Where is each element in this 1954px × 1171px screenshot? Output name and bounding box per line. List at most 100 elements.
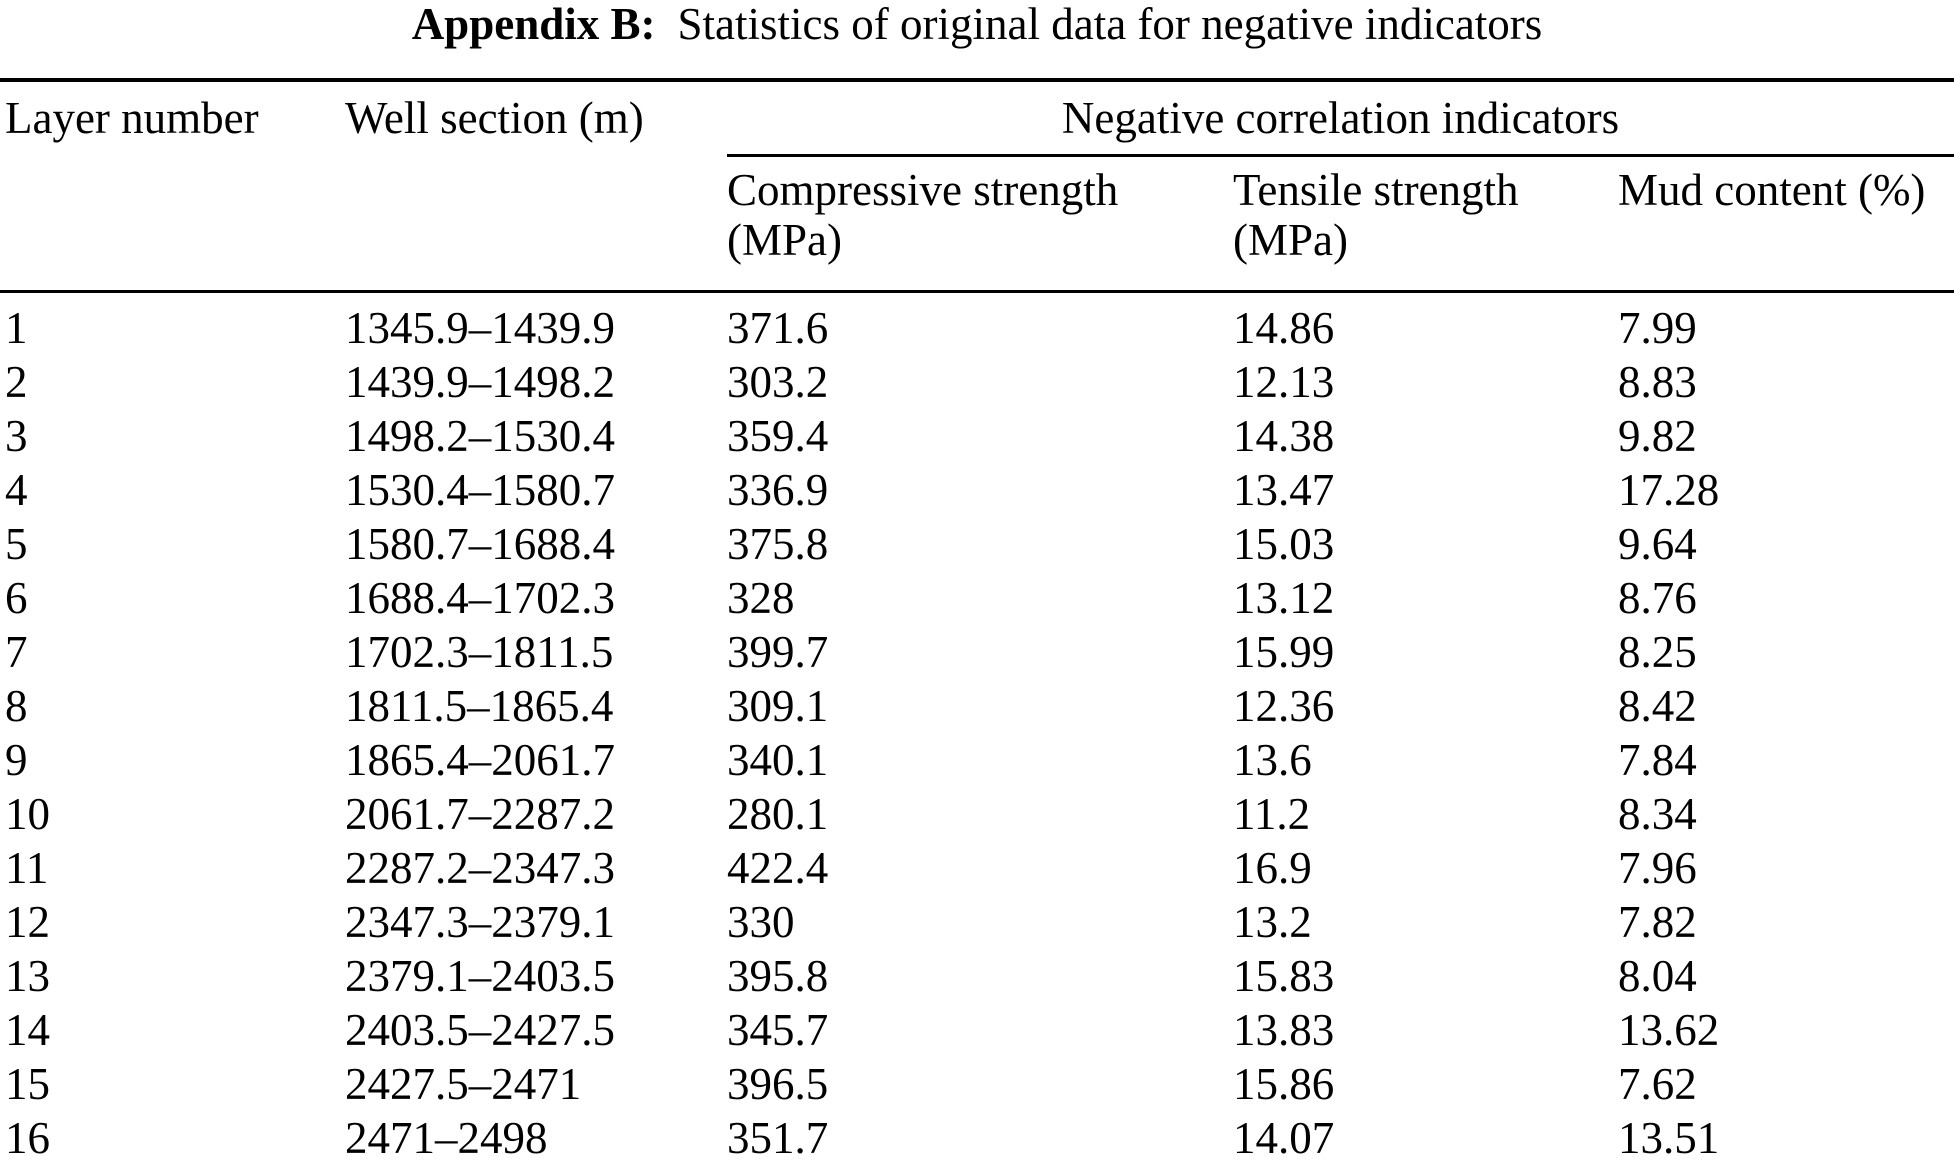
mud-cell: 8.42 [1618,681,1697,731]
mud-cell: 8.04 [1618,951,1697,1001]
table-row: 16 2471–2498 351.7 14.07 13.51 [0,1111,1954,1171]
page-title-text: Statistics of original data for negative… [677,0,1543,49]
compressive-cell: 340.1 [727,735,829,785]
tensile-cell: 16.9 [1233,843,1312,893]
header-tensile-line2: (MPa) [1233,215,1348,265]
compressive-cell: 371.6 [727,303,829,353]
header-row-top: Layer number Well section (m) Negative c… [0,78,1954,293]
well-section-cell: 2379.1–2403.5 [345,951,615,1001]
layer-cell: 14 [5,1005,50,1055]
tensile-cell: 13.47 [1233,465,1335,515]
mud-cell: 7.82 [1618,897,1697,947]
mud-cell: 7.84 [1618,735,1697,785]
header-group-negative-indicators: Negative correlation indicators [727,78,1954,157]
compressive-cell: 328 [727,573,795,623]
tensile-cell: 12.36 [1233,681,1335,731]
table-row: 6 1688.4–1702.3 328 13.12 8.76 [0,571,1954,625]
layer-cell: 3 [5,411,28,461]
layer-cell: 5 [5,519,28,569]
tensile-cell: 14.07 [1233,1111,1618,1171]
layer-cell: 9 [5,735,28,785]
header-compressive-line2: (MPa) [727,215,842,265]
layer-cell: 4 [5,465,28,515]
mud-cell: 7.96 [1618,843,1697,893]
statistics-table: Layer number Well section (m) Negative c… [0,78,1954,1171]
well-section-cell: 1345.9–1439.9 [345,303,615,353]
compressive-cell: 359.4 [727,411,829,461]
layer-cell: 8 [5,681,28,731]
table-row: 11 2287.2–2347.3 422.4 16.9 7.96 [0,841,1954,895]
mud-cell: 9.82 [1618,411,1697,461]
compressive-cell: 309.1 [727,681,829,731]
table-header: Layer number Well section (m) Negative c… [0,78,1954,293]
header-layer-number: Layer number [0,78,345,293]
well-section-cell: 2287.2–2347.3 [345,843,615,893]
layer-cell: 12 [5,897,50,947]
table-row: 7 1702.3–1811.5 399.7 15.99 8.25 [0,625,1954,679]
header-well-section: Well section (m) [345,78,727,293]
tensile-cell: 13.6 [1233,735,1312,785]
page-title-label: Appendix B: [411,0,656,49]
well-section-cell: 1498.2–1530.4 [345,411,615,461]
mud-cell: 8.83 [1618,357,1697,407]
tensile-cell: 13.12 [1233,573,1335,623]
layer-cell: 2 [5,357,28,407]
table-row: 10 2061.7–2287.2 280.1 11.2 8.34 [0,787,1954,841]
header-mud-content: Mud content (%) [1618,155,1954,293]
table-row: 8 1811.5–1865.4 309.1 12.36 8.42 [0,679,1954,733]
table-row: 15 2427.5–2471 396.5 15.86 7.62 [0,1057,1954,1111]
well-section-cell: 1811.5–1865.4 [345,681,614,731]
well-section-cell: 2403.5–2427.5 [345,1005,615,1055]
table-row: 5 1580.7–1688.4 375.8 15.03 9.64 [0,517,1954,571]
layer-cell: 6 [5,573,28,623]
tensile-cell: 11.2 [1233,789,1311,839]
header-compressive-strength: Compressive strength (MPa) [727,155,1233,293]
well-section-cell: 1702.3–1811.5 [345,627,614,677]
tensile-cell: 15.83 [1233,951,1335,1001]
layer-cell: 16 [0,1111,345,1171]
well-section-cell: 1580.7–1688.4 [345,519,615,569]
mud-cell: 9.64 [1618,519,1697,569]
table-row: 9 1865.4–2061.7 340.1 13.6 7.84 [0,733,1954,787]
table-row: 12 2347.3–2379.1 330 13.2 7.82 [0,895,1954,949]
table-row: 2 1439.9–1498.2 303.2 12.13 8.83 [0,355,1954,409]
compressive-cell: 399.7 [727,627,829,677]
mud-cell: 7.62 [1618,1059,1697,1109]
well-section-cell: 2471–2498 [345,1111,727,1171]
tensile-cell: 14.86 [1233,303,1335,353]
compressive-cell: 422.4 [727,843,829,893]
mud-cell: 17.28 [1618,465,1720,515]
compressive-cell: 280.1 [727,789,829,839]
well-section-cell: 2427.5–2471 [345,1059,582,1109]
mud-cell: 8.25 [1618,627,1697,677]
table-row: 13 2379.1–2403.5 395.8 15.83 8.04 [0,949,1954,1003]
layer-cell: 10 [5,789,50,839]
table-row: 3 1498.2–1530.4 359.4 14.38 9.82 [0,409,1954,463]
layer-cell: 11 [5,843,49,893]
table-body: 1 1345.9–1439.9 371.6 14.86 7.99 2 1439.… [0,292,1954,1171]
layer-cell: 1 [5,303,28,353]
compressive-cell: 396.5 [727,1059,829,1109]
well-section-cell: 2061.7–2287.2 [345,789,615,839]
well-section-cell: 1439.9–1498.2 [345,357,615,407]
header-compressive-line1: Compressive strength [727,165,1119,215]
compressive-cell: 395.8 [727,951,829,1001]
compressive-cell: 351.7 [727,1111,1233,1171]
compressive-cell: 345.7 [727,1005,829,1055]
tensile-cell: 15.03 [1233,519,1335,569]
well-section-cell: 2347.3–2379.1 [345,897,615,947]
layer-cell: 7 [5,627,28,677]
mud-cell: 8.76 [1618,573,1697,623]
tensile-cell: 12.13 [1233,357,1335,407]
layer-cell: 15 [5,1059,50,1109]
well-section-cell: 1530.4–1580.7 [345,465,615,515]
table-row: 14 2403.5–2427.5 345.7 13.83 13.62 [0,1003,1954,1057]
tensile-cell: 14.38 [1233,411,1335,461]
well-section-cell: 1865.4–2061.7 [345,735,615,785]
well-section-cell: 1688.4–1702.3 [345,573,615,623]
mud-cell: 8.34 [1618,789,1697,839]
compressive-cell: 303.2 [727,357,829,407]
page-title: Appendix B: Statistics of original data f… [0,0,1954,78]
header-tensile-line1: Tensile strength [1233,165,1519,215]
